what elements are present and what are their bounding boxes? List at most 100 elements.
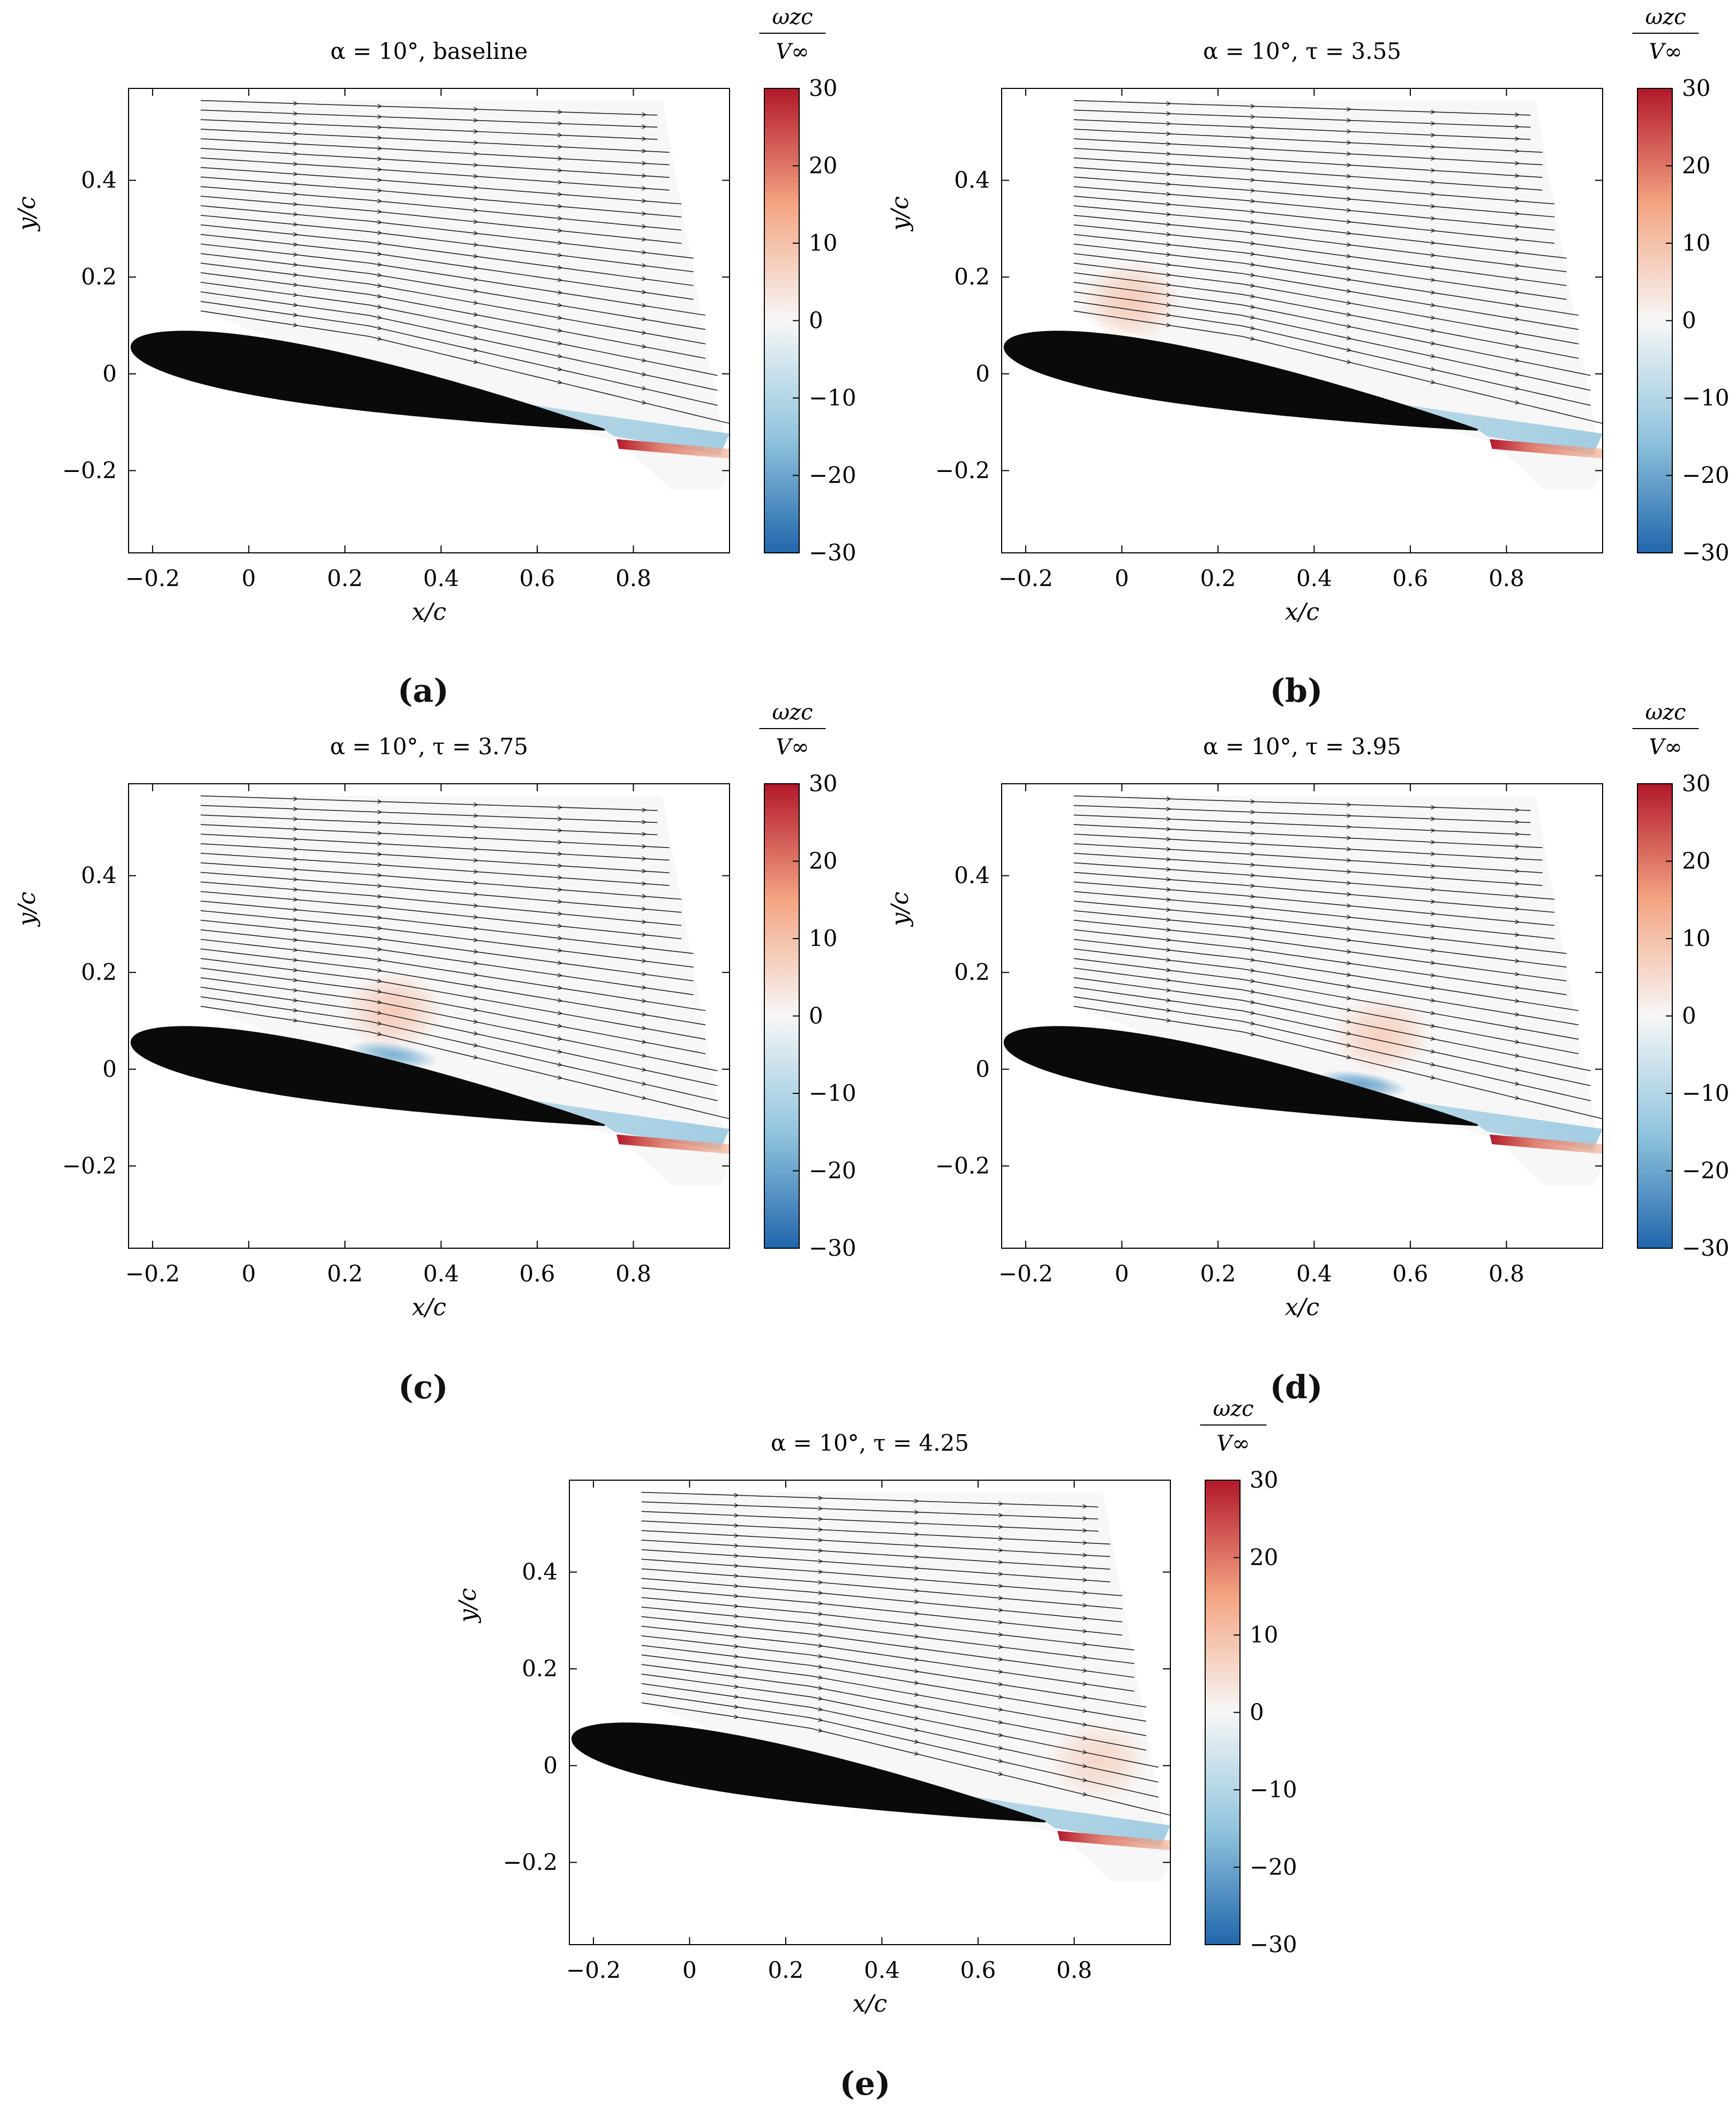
colorbar-tick-label: 0 (1250, 1699, 1264, 1726)
colorbar-tick-label: 0 (809, 308, 823, 334)
panel-e: −0.2 0 0.2 0.4 0.6 0.8 −0.2 0 0.2 0.4 α = 10°, τ =… (454, 1397, 1297, 2018)
streamline (641, 1549, 1110, 1582)
streamline (200, 852, 670, 886)
streamline (1073, 282, 1591, 376)
x-tick-label: 0 (1115, 1261, 1129, 1287)
colorbar-tick-label: −10 (809, 1080, 856, 1106)
streamline (641, 1674, 1159, 1768)
plot-area-e (571, 1491, 1170, 1882)
measurement-domain (1073, 796, 1603, 1186)
colorbar-tick-label: 20 (1250, 1544, 1278, 1571)
streamline (1073, 996, 1591, 1101)
streamline (1073, 215, 1567, 273)
vortex-core-positive (1331, 995, 1433, 1076)
streamline (1073, 196, 1555, 244)
colorbar-tick-label: −30 (1682, 539, 1730, 566)
x-tick-label: 0 (242, 565, 256, 591)
streamline (200, 310, 730, 424)
streamline (641, 1558, 1123, 1596)
streamline (200, 824, 670, 849)
streamline (200, 901, 694, 954)
streamline (1073, 852, 1543, 886)
streamline (200, 148, 670, 178)
colorbar-tick-label: 30 (809, 75, 837, 101)
streamline (1073, 919, 1567, 981)
streamline (1073, 176, 1555, 218)
streamline (200, 919, 694, 981)
colorbar-tick-label: 20 (1682, 848, 1710, 874)
streamline (1073, 795, 1531, 811)
streamline (200, 939, 706, 1011)
colorbar-tick-label: −30 (809, 1235, 856, 1261)
colorbar-tick-label: 10 (809, 925, 837, 951)
streamline (1073, 262, 1579, 344)
y-tick-label: 0.4 (81, 167, 117, 193)
streamline (641, 1520, 1110, 1545)
streamline (200, 948, 706, 1025)
streamline (1073, 805, 1531, 823)
streamline (200, 301, 718, 406)
measurement-domain (641, 1492, 1170, 1882)
colorbar-tick-label: 0 (1682, 1003, 1696, 1029)
x-tick-label: 0.8 (1489, 565, 1524, 591)
y-tick-label: 0.4 (81, 862, 117, 889)
streamline (200, 834, 670, 861)
x-tick-label: 0 (1115, 565, 1129, 591)
x-tick-label: 0.4 (864, 1957, 900, 1983)
colorbar-tick-label: −10 (809, 385, 856, 411)
colorbar-tick-label: −10 (1250, 1776, 1297, 1803)
x-tick-label: 0.6 (1393, 565, 1429, 591)
panel-caption-a: (a) (397, 672, 449, 710)
plot-area-a (130, 100, 730, 490)
streamline (1073, 186, 1555, 231)
x-tick-label: −0.2 (998, 565, 1053, 591)
streamline (200, 205, 694, 259)
streamline (1073, 310, 1603, 424)
streamline (1073, 891, 1555, 940)
streamline (641, 1568, 1123, 1609)
panel-caption-d: (d) (1269, 1369, 1323, 1406)
streamline (200, 843, 670, 873)
streamline (200, 234, 694, 300)
chart-title: α = 10°, τ = 4.25 (771, 1430, 969, 1456)
streamline (641, 1578, 1123, 1623)
streamline (1073, 977, 1591, 1071)
streamline (1073, 958, 1579, 1040)
streamline (200, 814, 658, 835)
colorbar-tick-label: −20 (1250, 1854, 1297, 1880)
axes-frame (569, 1480, 1171, 1945)
y-tick-label: −0.2 (935, 457, 990, 483)
y-tick-label: −0.2 (503, 1849, 558, 1875)
x-tick-label: 0.4 (423, 565, 459, 591)
streamline (641, 1683, 1159, 1783)
streamline (200, 996, 718, 1101)
streamline (641, 1597, 1134, 1651)
y-axis-label: y/c (454, 1588, 482, 1623)
streamline (200, 872, 682, 913)
streamline (200, 1006, 730, 1120)
colorbar-tick-label: −20 (1682, 462, 1730, 489)
streamline (641, 1692, 1159, 1798)
streamline (1073, 129, 1543, 153)
streamline (200, 272, 706, 359)
colorbar-tick-label: 10 (1250, 1622, 1278, 1648)
streamline (1073, 272, 1579, 359)
x-axis-label: x/c (1285, 598, 1319, 626)
vortex-core-positive (342, 971, 444, 1052)
streamline (641, 1702, 1170, 1816)
colorbar-label-numerator: ωzc (1645, 5, 1686, 29)
colorbar-tick-label: 20 (1682, 153, 1710, 179)
streamline (641, 1625, 1134, 1692)
trailing-edge-wake (1490, 439, 1603, 459)
y-axis-label: y/c (13, 196, 41, 231)
streamline (200, 291, 718, 391)
trailing-edge-wake (617, 439, 730, 459)
x-tick-label: 0.8 (615, 1261, 651, 1287)
streamline (200, 986, 718, 1086)
y-axis-label: y/c (886, 891, 914, 927)
x-tick-label: 0.8 (615, 565, 651, 591)
streamline (200, 977, 718, 1071)
plot-area-d (1003, 795, 1603, 1186)
streamline (200, 929, 694, 995)
